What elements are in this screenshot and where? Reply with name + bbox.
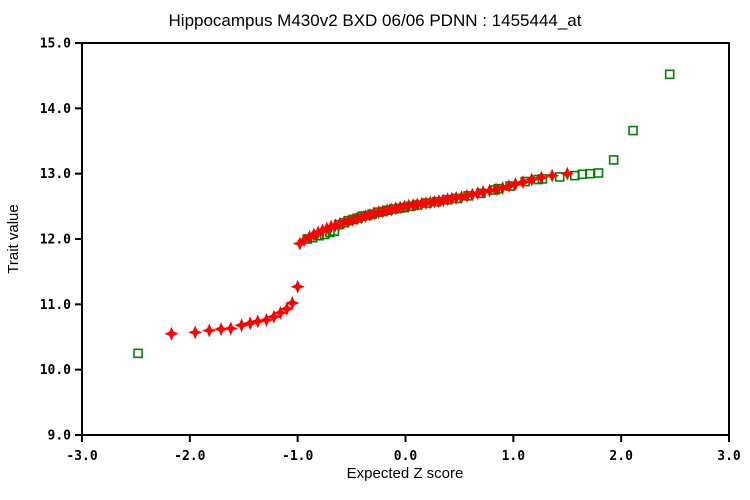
data-point-diamond xyxy=(545,168,560,183)
data-point-diamond xyxy=(302,230,317,245)
data-point-diamond xyxy=(495,181,510,196)
data-point-diamond xyxy=(384,202,399,217)
data-point-diamond xyxy=(524,172,539,187)
data-point-diamond xyxy=(508,177,523,192)
data-point-diamond xyxy=(337,215,352,230)
data-point-diamond xyxy=(436,193,451,208)
data-point-diamond xyxy=(354,210,369,225)
series-green-open-squares xyxy=(133,69,675,359)
data-point-diamond xyxy=(223,321,238,336)
data-point-diamond xyxy=(250,314,265,329)
y-tick-label: 9.0 xyxy=(48,429,72,444)
data-point-diamond xyxy=(273,305,288,320)
data-point-diamond xyxy=(266,309,281,324)
y-axis-label: Trait value xyxy=(5,204,22,273)
data-point-diamond xyxy=(358,209,373,224)
data-point-diamond xyxy=(516,175,531,190)
data-point-diamond xyxy=(202,323,217,338)
data-point-diamond xyxy=(332,216,347,231)
data-point-diamond xyxy=(459,188,474,203)
data-point-diamond xyxy=(290,279,305,294)
data-point-square xyxy=(664,69,675,80)
data-point-diamond xyxy=(489,182,504,197)
data-point-diamond xyxy=(292,236,307,251)
data-points-layer xyxy=(133,69,675,359)
data-point-diamond xyxy=(534,170,549,185)
y-tick-label: 11.0 xyxy=(40,298,71,313)
data-point-diamond xyxy=(311,225,326,240)
data-point-diamond xyxy=(285,296,300,311)
x-tick-label: 3.0 xyxy=(717,449,741,464)
data-point-square xyxy=(628,125,638,136)
data-point-diamond xyxy=(328,218,343,233)
data-point-diamond xyxy=(476,184,491,199)
data-point-diamond xyxy=(234,318,249,333)
data-point-diamond xyxy=(502,179,517,194)
data-point-diamond xyxy=(188,325,203,340)
data-point-diamond xyxy=(465,187,480,202)
data-point-diamond xyxy=(375,204,390,219)
data-point-diamond xyxy=(214,322,229,337)
data-point-diamond xyxy=(324,219,339,234)
data-point-diamond xyxy=(259,313,274,328)
y-tick-label: 12.0 xyxy=(40,233,71,248)
data-point-diamond xyxy=(319,221,334,236)
data-point-diamond xyxy=(345,213,360,228)
data-point-diamond xyxy=(393,200,408,215)
data-point-diamond xyxy=(482,183,497,198)
y-tick-label: 14.0 xyxy=(40,102,71,117)
data-point-square xyxy=(608,155,619,165)
data-point-square xyxy=(593,168,604,178)
data-point-diamond xyxy=(349,211,364,226)
x-tick-label: -3.0 xyxy=(66,449,97,464)
data-point-diamond xyxy=(243,316,258,331)
x-tick-label: -1.0 xyxy=(282,449,313,464)
data-point-diamond xyxy=(341,214,356,229)
data-point-diamond xyxy=(279,301,294,316)
x-tick-label: -2.0 xyxy=(174,449,205,464)
plot-area-border xyxy=(81,42,730,436)
y-tick-label: 13.0 xyxy=(40,167,71,182)
data-point-diamond xyxy=(560,166,575,181)
series-red-filled-diamonds xyxy=(164,166,575,341)
data-point-diamond xyxy=(315,223,330,238)
data-point-diamond xyxy=(297,233,312,248)
y-tick-label: 10.0 xyxy=(40,363,71,378)
data-point-diamond xyxy=(362,207,377,222)
chart-title: Hippocampus M430v2 BXD 06/06 PDNN : 1455… xyxy=(169,11,582,30)
x-axis-label: Expected Z score xyxy=(347,465,464,482)
data-point-square xyxy=(133,348,143,359)
data-point-diamond xyxy=(470,186,485,201)
y-tick-label: 15.0 xyxy=(40,37,71,52)
x-tick-label: 2.0 xyxy=(609,449,633,464)
axis-ticks-layer: -3.0 -2.0 -1.0 0.0 1.0 2.0 3.0 9.0 10.0 11.0 12.0 1… xyxy=(40,37,741,465)
data-point-diamond xyxy=(164,326,179,341)
data-point-diamond xyxy=(306,227,321,242)
data-point-diamond xyxy=(454,190,469,205)
x-tick-label: 0.0 xyxy=(394,449,418,464)
data-point-diamond xyxy=(367,206,382,221)
x-tick-label: 1.0 xyxy=(502,449,526,464)
